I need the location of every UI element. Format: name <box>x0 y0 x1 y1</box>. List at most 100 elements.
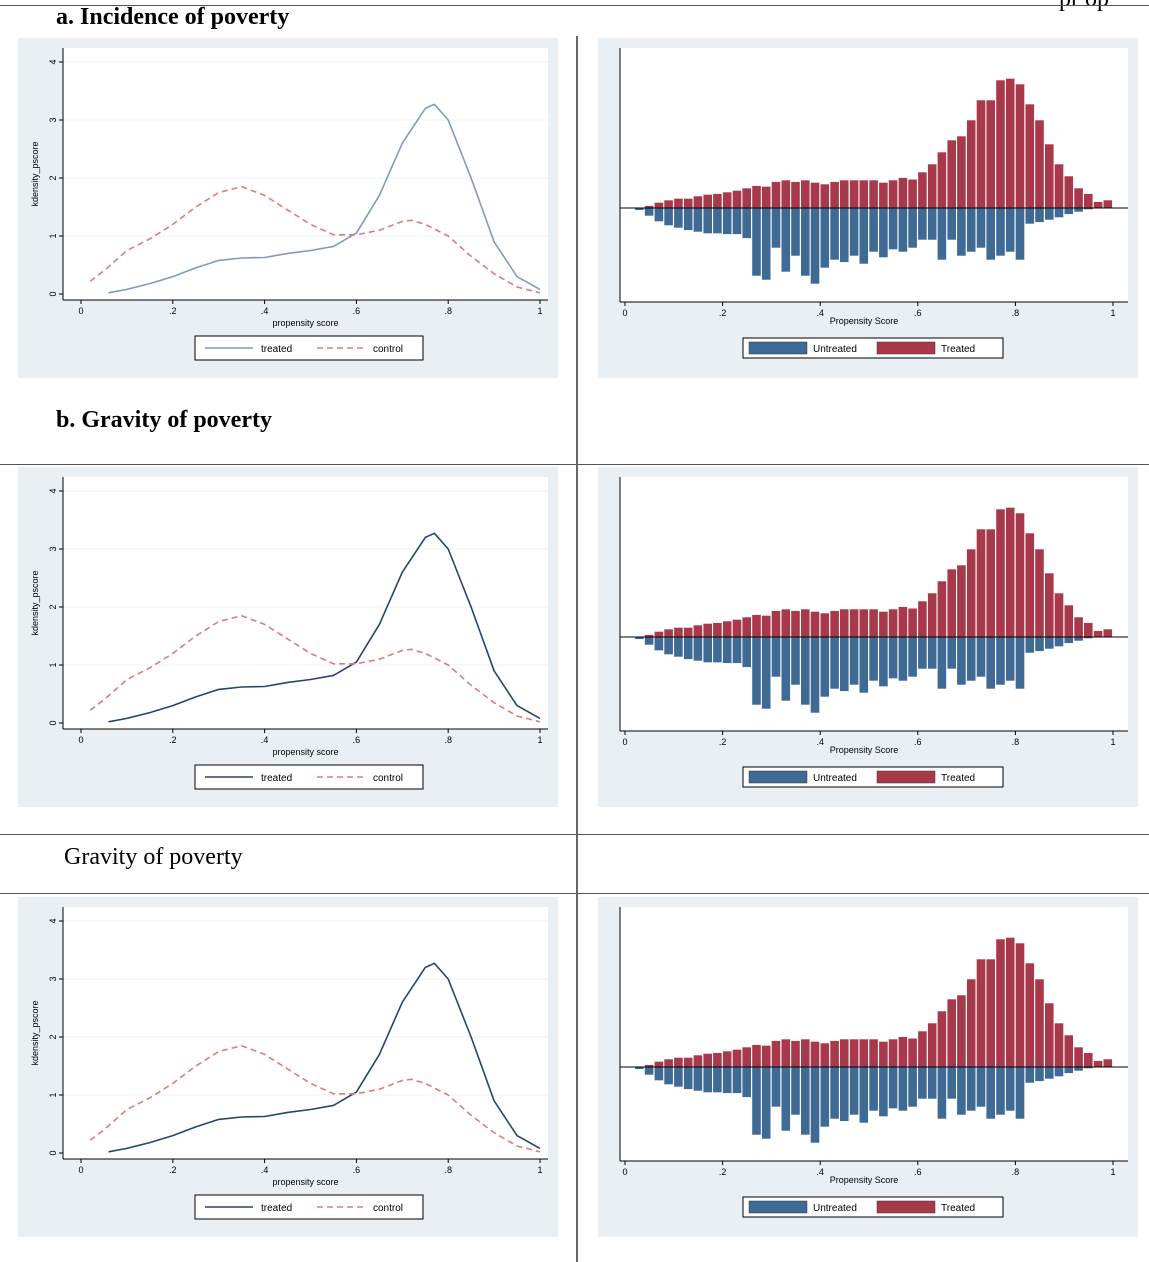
x-tick-label: .2 <box>719 308 727 318</box>
legend-swatch-untreated <box>748 341 808 355</box>
untreated-bar <box>927 207 938 241</box>
legend-label-treated: treated <box>261 344 292 355</box>
treated-bar <box>751 1044 762 1068</box>
untreated-bar <box>858 636 869 694</box>
treated-bar <box>907 607 918 638</box>
treated-bar <box>712 193 723 209</box>
treated-bar <box>888 608 898 638</box>
treated-bar <box>858 179 869 209</box>
x-tick-label: .4 <box>261 306 269 316</box>
treated-bar <box>1093 630 1103 638</box>
untreated-bar <box>907 207 918 249</box>
treated-bar <box>732 1049 742 1068</box>
untreated-bar <box>780 1066 791 1132</box>
x-tick-label: 1 <box>1110 1167 1115 1177</box>
density-panel-b: 0 1 2 3 4 0 .2 .4 .6 .8 1 propensity score kdensity_… <box>18 467 558 807</box>
treated-bar <box>995 79 1006 209</box>
legend-label-untreated: Untreated <box>813 1203 857 1214</box>
untreated-bar <box>995 1066 1006 1116</box>
treated-bar <box>888 1038 898 1068</box>
treated-bar <box>1005 78 1016 209</box>
treated-bar <box>1102 199 1113 209</box>
untreated-bar <box>780 207 791 273</box>
treated-bar <box>868 1038 879 1068</box>
untreated-bar <box>868 636 879 682</box>
untreated-bar <box>946 636 957 670</box>
rule-before-row-b <box>0 464 1149 465</box>
untreated-bar <box>790 1066 801 1116</box>
untreated-bar <box>927 1066 938 1100</box>
treated-bar <box>771 181 781 209</box>
treated-bar <box>790 1040 801 1068</box>
legend-label-untreated: Untreated <box>813 773 857 784</box>
untreated-bar <box>741 1066 752 1098</box>
y-tick-label: 3 <box>48 976 58 981</box>
y-tick-label: 2 <box>48 175 58 180</box>
x-axis-label: Propensity Score <box>830 745 899 755</box>
treated-bar <box>1063 1034 1074 1068</box>
untreated-bar <box>976 1066 986 1108</box>
treated-bar <box>946 568 957 638</box>
treated-bar <box>829 1040 840 1068</box>
untreated-bar <box>732 207 742 235</box>
untreated-bar <box>829 636 840 690</box>
untreated-bar <box>936 1066 947 1120</box>
treated-bar <box>1054 1022 1064 1068</box>
y-tick-label: 0 <box>48 720 58 725</box>
treated-bar <box>907 178 918 209</box>
x-tick-label: .6 <box>353 1165 361 1175</box>
untreated-bar <box>683 1066 694 1090</box>
legend-label-treated: Treated <box>941 344 975 355</box>
y-tick-label: 4 <box>48 488 58 493</box>
untreated-bar <box>1044 636 1055 650</box>
y-axis-label: kdensity_pscore <box>30 570 40 635</box>
untreated-bar <box>780 636 791 702</box>
untreated-bar <box>663 636 674 655</box>
untreated-bar <box>683 636 694 660</box>
treated-bar <box>1034 978 1045 1068</box>
untreated-bar <box>888 1066 898 1109</box>
untreated-bar <box>966 207 977 253</box>
untreated-bar <box>644 207 654 217</box>
histogram-panel-a: 0 .2 .4 .6 .8 1 Propensity Score Untreated Treat… <box>598 38 1138 378</box>
untreated-bar <box>878 636 889 687</box>
treated-bar <box>771 610 781 638</box>
treated-bar <box>761 186 772 209</box>
treated-bar <box>800 608 811 638</box>
treated-bar <box>732 619 742 638</box>
x-tick-label: .6 <box>353 306 361 316</box>
treated-bar <box>897 177 908 209</box>
untreated-bar <box>839 636 850 692</box>
cut-off-header-text: pr op <box>1059 0 1109 13</box>
legend-box <box>742 766 1004 788</box>
treated-bar <box>1102 1058 1113 1068</box>
untreated-bar <box>673 1066 684 1088</box>
histogram-chart-a: 0 .2 .4 .6 .8 1 Propensity Score Untreated Treat… <box>598 38 1138 378</box>
untreated-bar <box>1044 1066 1055 1080</box>
treated-bar <box>741 1046 752 1068</box>
treated-density-line <box>108 532 541 723</box>
treated-bar <box>722 1050 733 1068</box>
treated-bar <box>761 615 772 638</box>
x-tick-label: .8 <box>1012 737 1020 747</box>
treated-bar <box>966 548 977 638</box>
section-title-b: b. Gravity of poverty <box>56 407 272 433</box>
treated-bar <box>800 1038 811 1068</box>
treated-bar <box>653 1061 664 1068</box>
treated-bar <box>839 179 850 209</box>
treated-bar <box>1083 622 1094 638</box>
untreated-bar <box>1024 207 1035 225</box>
untreated-bar <box>810 1066 820 1144</box>
untreated-bar <box>1073 636 1084 642</box>
x-tick-label: 1 <box>1110 308 1115 318</box>
treated-bar <box>771 1040 781 1068</box>
treated-bar <box>976 99 986 209</box>
untreated-bar <box>956 207 967 257</box>
untreated-bar <box>868 207 879 253</box>
treated-bar <box>936 580 947 638</box>
untreated-bar <box>673 207 684 229</box>
x-tick-label: 0 <box>622 308 627 318</box>
treated-bar <box>888 179 898 209</box>
untreated-bar <box>966 1066 977 1112</box>
treated-bar <box>663 1058 674 1068</box>
